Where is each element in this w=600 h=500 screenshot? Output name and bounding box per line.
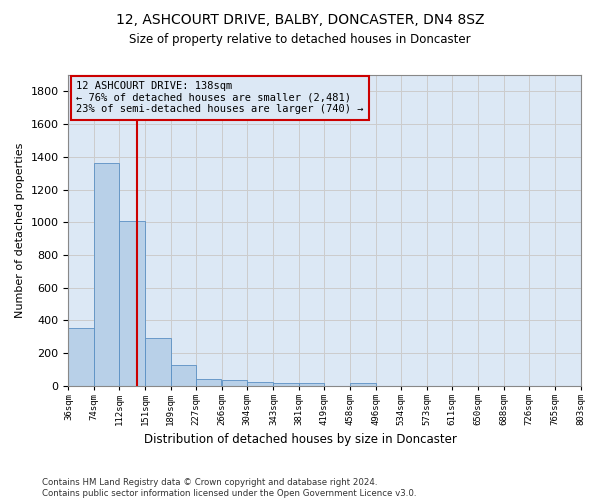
Text: 12, ASHCOURT DRIVE, BALBY, DONCASTER, DN4 8SZ: 12, ASHCOURT DRIVE, BALBY, DONCASTER, DN… [116,12,484,26]
Bar [94,162,119,386]
Bar [170,366,196,386]
Bar [145,338,170,386]
Bar [299,384,324,386]
Bar [68,328,94,386]
Bar [350,384,376,386]
Text: Distribution of detached houses by size in Doncaster: Distribution of detached houses by size … [143,432,457,446]
Text: Contains HM Land Registry data © Crown copyright and database right 2024.
Contai: Contains HM Land Registry data © Crown c… [42,478,416,498]
Text: Size of property relative to detached houses in Doncaster: Size of property relative to detached ho… [129,32,471,46]
Bar [196,380,221,386]
Bar [274,382,299,386]
Bar [119,220,145,386]
Bar [247,382,273,386]
Y-axis label: Number of detached properties: Number of detached properties [15,142,25,318]
Text: 12 ASHCOURT DRIVE: 138sqm
← 76% of detached houses are smaller (2,481)
23% of se: 12 ASHCOURT DRIVE: 138sqm ← 76% of detac… [76,81,364,114]
Bar [222,380,247,386]
